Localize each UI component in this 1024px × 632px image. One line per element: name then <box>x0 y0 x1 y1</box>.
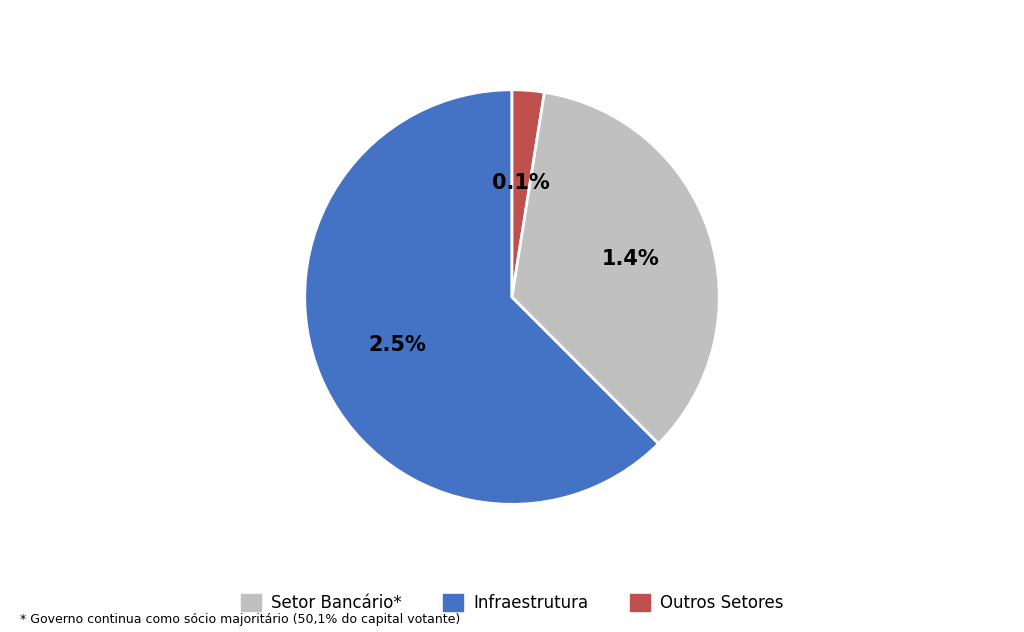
Text: * Governo continua como sócio majoritário (50,1% do capital votante): * Governo continua como sócio majoritári… <box>20 612 461 626</box>
Text: 0.1%: 0.1% <box>493 173 550 193</box>
Legend: Setor Bancário*, Infraestrutura, Outros Setores: Setor Bancário*, Infraestrutura, Outros … <box>232 585 792 621</box>
Wedge shape <box>512 92 719 444</box>
Wedge shape <box>512 90 545 297</box>
Wedge shape <box>305 90 658 504</box>
Text: 1.4%: 1.4% <box>601 248 659 269</box>
Text: 2.5%: 2.5% <box>369 334 426 355</box>
